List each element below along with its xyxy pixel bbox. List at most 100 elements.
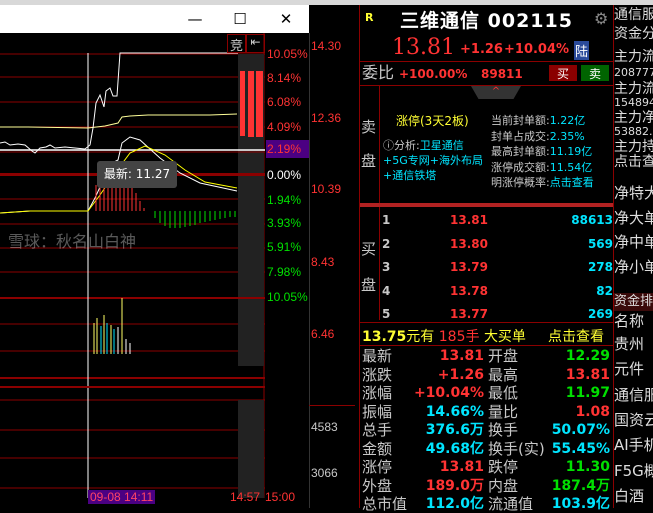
bid-volume: 569 xyxy=(587,236,613,251)
analysis-label: 分析: xyxy=(394,139,420,152)
sector-item[interactable]: 元件 xyxy=(614,360,645,379)
last-price: 13.81 xyxy=(392,35,455,60)
stat-value: +10.04% xyxy=(413,385,484,401)
stat-label: 跌停 xyxy=(488,458,519,476)
stat-row: 涨停 13.81 跌停 11.30 xyxy=(362,458,612,476)
stat-value: 187.4万 xyxy=(551,477,610,494)
stat-row: 最新 13.81 开盘 12.29 xyxy=(362,347,612,365)
gear-icon[interactable]: ⚙ xyxy=(594,9,609,28)
time-label: 15:00 xyxy=(265,490,296,504)
net-flow-label: 净中单 xyxy=(614,233,653,251)
pct-tick: 3.93% xyxy=(267,216,302,230)
price-tick: 14.30 xyxy=(311,39,342,53)
stat-label: 涨停 xyxy=(362,458,393,476)
side-item: 通信服 xyxy=(614,7,653,23)
bid-row[interactable]: 2 13.80 569 xyxy=(382,237,613,257)
pct-tick: 10.05% xyxy=(267,290,308,304)
side-item: 主力流 xyxy=(614,49,653,65)
sector-item[interactable]: 白酒 xyxy=(614,486,645,505)
stat-row: 涨跌 +1.26 最高 13.81 xyxy=(362,366,612,384)
r-badge: R xyxy=(365,11,374,24)
net-flow-label: 净大单 xyxy=(614,208,653,227)
bid-price: 13.77 xyxy=(450,307,488,321)
bid-volume: 82 xyxy=(596,283,613,298)
back-to-start-icon[interactable]: ⇤ xyxy=(246,34,265,53)
side-item[interactable]: 点击查 xyxy=(614,154,653,170)
side-item: 主力流 xyxy=(614,81,653,97)
stat-value: 55.45% xyxy=(551,440,610,457)
stat-label: 金额 xyxy=(362,439,393,458)
sector-item[interactable]: 国资云 xyxy=(614,410,653,429)
side-item: 资金分 xyxy=(614,26,653,42)
top-strip xyxy=(0,0,653,5)
big-order-link[interactable]: 点击查看 xyxy=(548,329,604,345)
pct-tick: 5.91% xyxy=(267,240,302,254)
side-item: 53882. xyxy=(614,125,653,138)
big-order-text: 大买单 xyxy=(483,329,526,345)
weibi-pct: +100.00% xyxy=(399,67,468,81)
pct-tick: 10.05% xyxy=(267,47,308,61)
minimize-button[interactable]: — xyxy=(187,10,203,28)
side-item: 154894 xyxy=(614,96,653,109)
stat-value: 50.07% xyxy=(551,422,610,438)
stat-value: 1.08 xyxy=(575,403,610,420)
pct-tick: 7.98% xyxy=(267,265,302,279)
crosshair-tooltip: 最新: 11.27 xyxy=(97,161,177,188)
stock-name-text: 三维通信 xyxy=(400,10,481,32)
stat-value: 11.19亿 xyxy=(549,145,593,158)
side-item: 208777 xyxy=(614,66,653,79)
stat-label: 振幅 xyxy=(362,402,393,421)
limit-stats: 当前封单额:1.22亿 封单占成交:2.35% 最高封单额:11.19亿 涨停成… xyxy=(491,113,594,191)
bid-row[interactable]: 1 13.81 88613 xyxy=(382,213,613,233)
weibi-diff: 89811 xyxy=(481,67,523,81)
bid-row[interactable]: 4 13.78 82 xyxy=(382,284,613,304)
price-tick: 6.46 xyxy=(311,327,335,341)
buy-button[interactable]: 买 xyxy=(549,65,577,81)
stat-value: 2.35% xyxy=(549,129,585,143)
intraday-chart[interactable] xyxy=(0,33,310,508)
stat-label: 最高 xyxy=(488,365,519,384)
bid-volume: 88613 xyxy=(571,213,613,227)
close-button[interactable]: ✕ xyxy=(279,10,293,28)
bid-row[interactable]: 3 13.79 278 xyxy=(382,260,613,280)
bid-volume: 269 xyxy=(587,307,613,321)
bid-volume: 278 xyxy=(587,260,613,274)
sell-button[interactable]: 卖 xyxy=(581,65,609,81)
stat-label: 换手(实) xyxy=(488,439,545,458)
price-tick: 12.36 xyxy=(311,111,342,125)
buy-label: 盘 xyxy=(361,276,377,294)
stat-label: 涨幅 xyxy=(362,384,393,402)
sell-label: 盘 xyxy=(361,152,377,170)
stat-label: 换手 xyxy=(488,421,519,439)
big-order-row: 13.75元有 185手 大买单 xyxy=(362,326,526,346)
window-titlebar xyxy=(0,5,309,33)
pct-tick: 8.14% xyxy=(267,71,302,85)
auction-button[interactable]: 竞 xyxy=(227,34,246,54)
stat-label: 最低 xyxy=(488,384,519,402)
collapse-chevron-icon[interactable]: ^ xyxy=(471,86,521,99)
sector-item[interactable]: 通信服 xyxy=(614,385,653,404)
sell-label: 卖 xyxy=(361,118,377,136)
bid-row[interactable]: 5 13.77 269 xyxy=(382,307,613,327)
price-change-pct: +10.04% xyxy=(504,42,570,57)
net-flow-label: 净特大 xyxy=(614,184,653,202)
maximize-button[interactable]: ☐ xyxy=(233,10,247,28)
cursor-time-label: 09-08 14:11 xyxy=(88,490,156,504)
analysis: ⓘ分析:卫星通信+5G专网+海外布局+通信铁塔 xyxy=(383,138,487,183)
sector-item[interactable]: F5G概 xyxy=(614,461,653,480)
stat-value: 11.54亿 xyxy=(549,160,593,174)
stat-row: 振幅 14.66% 量比 1.08 xyxy=(362,403,612,421)
stat-label: 最新 xyxy=(362,347,393,365)
bid-level: 1 xyxy=(382,213,391,227)
analysis-text[interactable]: 卫星通信+5G专网+海外布局+通信铁塔 xyxy=(383,139,483,182)
stat-label: 开盘 xyxy=(488,347,519,365)
price-tick: 10.39 xyxy=(311,182,342,196)
stat-value: 1.22亿 xyxy=(549,114,586,127)
stat-value: 49.68亿 xyxy=(425,440,484,457)
name-col-header: 名称 xyxy=(614,312,645,330)
side-item: 主力持 xyxy=(614,139,653,155)
stat-label: 涨跌 xyxy=(362,365,393,384)
limit-probability-link[interactable]: 点击查看 xyxy=(549,176,594,189)
sector-item[interactable]: AI手机 xyxy=(614,436,653,455)
sector-item[interactable]: 贵州 xyxy=(614,335,645,353)
